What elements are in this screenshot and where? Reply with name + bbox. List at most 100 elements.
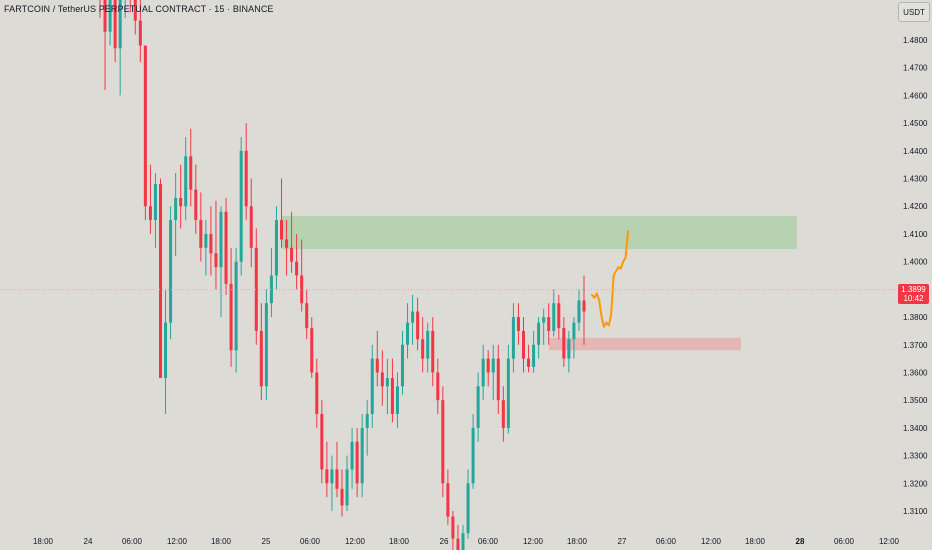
candle-body	[143, 45, 147, 207]
candle	[219, 206, 223, 318]
candle	[466, 469, 470, 539]
price-tick-label: 1.3300	[903, 452, 928, 461]
candle	[572, 317, 576, 359]
time-tick-label: 24	[84, 537, 93, 546]
candle	[169, 206, 173, 340]
candle	[315, 358, 319, 428]
candle	[138, 0, 142, 63]
candle	[118, 0, 122, 96]
candle	[148, 164, 152, 234]
candle-body	[330, 469, 334, 484]
candle-body	[562, 328, 566, 359]
candle	[471, 414, 475, 489]
candle	[395, 372, 399, 428]
candle-body	[350, 441, 354, 470]
candle	[582, 275, 586, 345]
candle	[532, 330, 536, 373]
candle-body	[199, 220, 203, 248]
time-tick-label: 18:00	[389, 537, 410, 546]
time-tick-label: 25	[262, 537, 271, 546]
candle	[552, 289, 556, 337]
projection-layer	[591, 230, 629, 328]
candle-body	[380, 372, 384, 387]
candle	[143, 45, 147, 221]
candle-body	[153, 184, 157, 221]
candle	[269, 247, 273, 318]
candle	[441, 386, 445, 498]
time-tick-label: 06:00	[300, 537, 321, 546]
candle	[133, 0, 137, 35]
price-tick-label: 1.4200	[903, 202, 928, 211]
candle	[385, 358, 389, 415]
candle	[542, 308, 546, 345]
candle	[491, 344, 495, 401]
candle	[406, 303, 410, 359]
candle	[446, 469, 450, 525]
currency-button[interactable]: USDT	[898, 2, 930, 22]
candle-body	[259, 330, 263, 387]
candle	[416, 297, 420, 351]
candle	[431, 317, 435, 387]
candle	[476, 372, 480, 442]
candle	[527, 344, 531, 373]
time-tick-label: 28	[796, 537, 805, 546]
candle-body	[315, 372, 319, 415]
candle	[451, 511, 455, 550]
candle	[224, 197, 228, 295]
candle-body	[431, 330, 435, 373]
candle-body	[234, 261, 238, 351]
candle	[244, 123, 248, 221]
time-tick-label: 06:00	[478, 537, 499, 546]
price-axis[interactable]: 1.4800 1.4700 1.4600 1.4500 1.4400 1.4300 1.42…	[903, 36, 928, 516]
price-tick-label: 1.4800	[903, 36, 928, 45]
candle-body	[461, 533, 465, 550]
candle	[310, 317, 314, 379]
candle	[521, 317, 526, 373]
candle-body	[274, 220, 278, 276]
candle-body	[209, 233, 213, 254]
candle-body	[290, 247, 294, 262]
time-axis[interactable]: 18:00 24 06:00 12:00 18:00 25 06:00 12:00 18:00 2…	[33, 537, 900, 546]
candle	[345, 455, 349, 511]
candle-body	[164, 322, 168, 379]
candle-body	[572, 322, 576, 340]
candle-body	[537, 322, 541, 345]
candle-body	[138, 20, 142, 46]
candle-body	[310, 328, 314, 373]
candle	[290, 211, 294, 273]
candle-body	[385, 378, 389, 387]
price-tick-label: 1.3800	[903, 313, 928, 322]
candle-body	[204, 233, 208, 248]
candle-body	[441, 400, 445, 484]
candle-body	[184, 156, 188, 207]
candle	[103, 0, 107, 90]
candle-body	[436, 372, 440, 401]
last-price-value: 1.3899	[901, 285, 926, 294]
candle-body	[279, 220, 284, 240]
candle-body	[174, 197, 178, 221]
candle-body	[269, 275, 273, 304]
candle	[259, 303, 263, 401]
candle-body	[264, 303, 268, 387]
candle	[355, 427, 359, 498]
candle	[179, 164, 183, 229]
candle-body	[295, 261, 299, 276]
candle-body	[577, 300, 581, 323]
candle-body	[214, 253, 218, 268]
candle	[234, 247, 238, 373]
candle	[229, 247, 233, 367]
candle	[320, 400, 324, 484]
candle-body	[426, 330, 430, 359]
candle	[557, 294, 561, 340]
time-tick-label: 18:00	[745, 537, 766, 546]
candle	[421, 317, 425, 373]
candle	[380, 350, 384, 406]
candle-body	[476, 386, 480, 428]
candle	[164, 289, 168, 415]
candle	[264, 289, 268, 401]
candle-body	[466, 483, 470, 534]
candle-body	[229, 283, 233, 351]
candle	[249, 178, 253, 268]
candle-body	[416, 311, 420, 340]
